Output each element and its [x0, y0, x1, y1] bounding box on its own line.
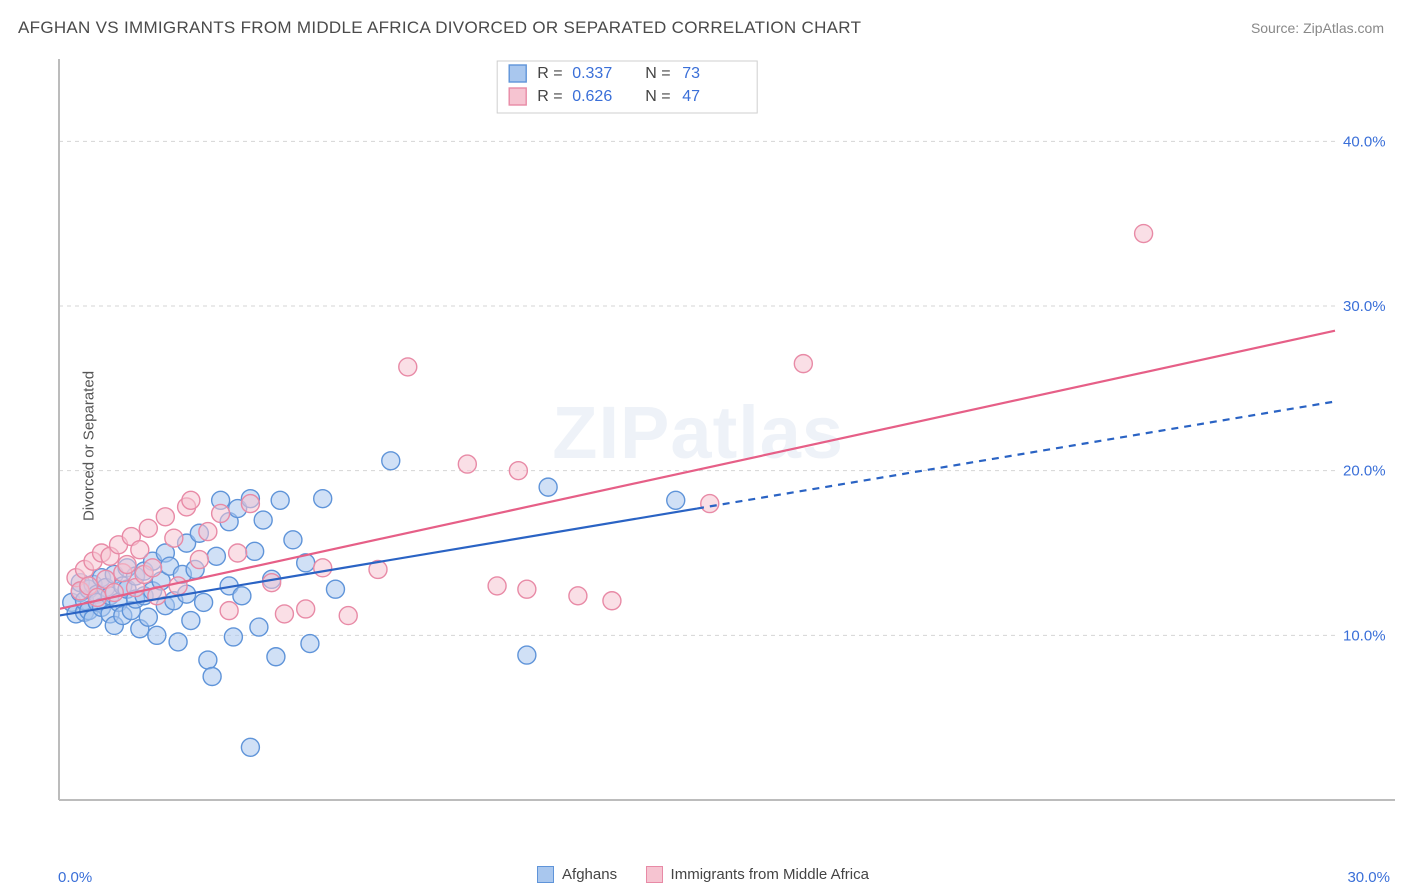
source-link[interactable]: ZipAtlas.com: [1303, 20, 1384, 36]
legend-item-afghans: Afghans: [537, 866, 617, 883]
svg-text:10.0%: 10.0%: [1343, 627, 1386, 644]
scatter-chart-svg: 10.0% 20.0% 30.0% 40.0% ZIPatlas R = 0.337 N = 7…: [55, 55, 1395, 830]
svg-text:R =: R =: [537, 65, 562, 82]
svg-text:40.0%: 40.0%: [1343, 133, 1386, 150]
svg-text:47: 47: [682, 88, 700, 105]
source-attribution: Source: ZipAtlas.com: [1251, 20, 1384, 36]
chart-title: AFGHAN VS IMMIGRANTS FROM MIDDLE AFRICA …: [18, 18, 861, 38]
svg-text:ZIPatlas: ZIPatlas: [552, 391, 844, 474]
source-label: Source:: [1251, 20, 1303, 36]
svg-text:30.0%: 30.0%: [1343, 298, 1386, 315]
svg-text:N =: N =: [645, 88, 670, 105]
svg-text:R =: R =: [537, 88, 562, 105]
svg-text:0.626: 0.626: [572, 88, 612, 105]
legend-label-middle-africa: Immigrants from Middle Africa: [671, 866, 869, 883]
svg-text:N =: N =: [645, 65, 670, 82]
chart-area: 10.0% 20.0% 30.0% 40.0% ZIPatlas R = 0.337 N = 7…: [55, 55, 1395, 830]
legend-swatch-blue: [537, 866, 554, 883]
svg-text:73: 73: [682, 65, 700, 82]
legend-label-afghans: Afghans: [562, 866, 617, 883]
svg-text:0.337: 0.337: [572, 65, 612, 82]
legend-item-middle-africa: Immigrants from Middle Africa: [646, 866, 869, 883]
legend-swatch-pink: [646, 866, 663, 883]
svg-text:20.0%: 20.0%: [1343, 463, 1386, 480]
bottom-legend: Afghans Immigrants from Middle Africa: [0, 866, 1406, 888]
